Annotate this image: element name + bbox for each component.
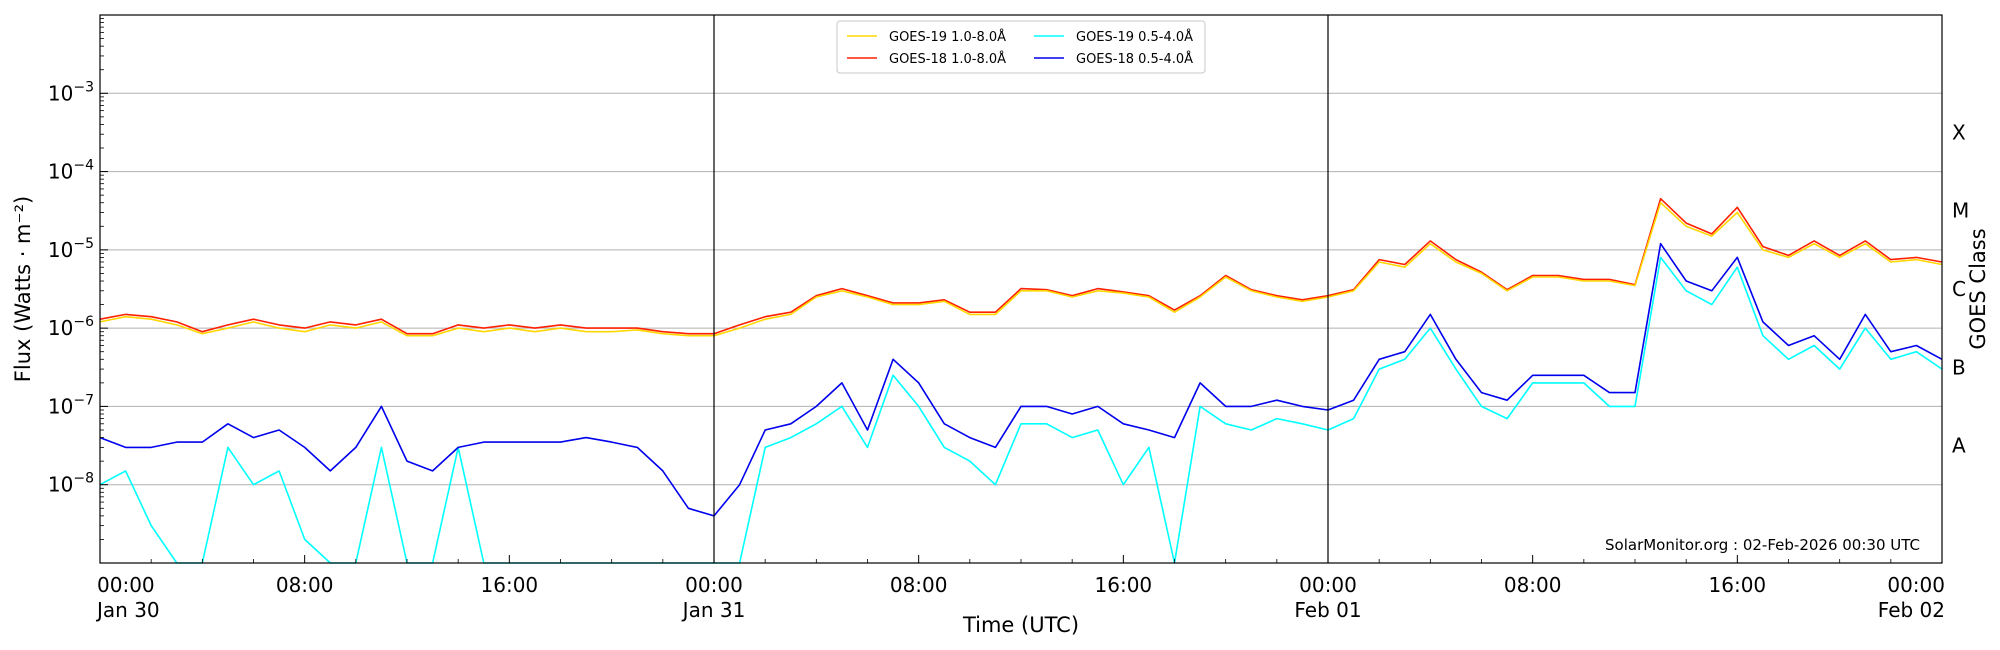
- y-tick-label: 10−3: [48, 79, 94, 105]
- series-line: [99, 242, 1943, 517]
- series-line: [99, 197, 1943, 335]
- x-tick-label: 08:00: [890, 573, 948, 597]
- y-tick-label: 10−8: [48, 471, 94, 497]
- goes-class-labels: X M C B A: [1952, 120, 1969, 457]
- goes-class-label: M: [1952, 199, 1969, 223]
- x-tick-label: 00:00: [1887, 573, 1945, 597]
- series-line: [99, 256, 1943, 564]
- series-layer: [99, 197, 1943, 564]
- legend-label: GOES-19 1.0-8.0Å: [889, 29, 1006, 45]
- y-axis-ticks: 10−3 10−4 10−5 10−6 10−7 10−8: [48, 18, 108, 540]
- x-tick-label: 00:00: [1299, 573, 1357, 597]
- y-tick-label: 10−6: [48, 314, 94, 340]
- goes-class-label: A: [1952, 434, 1966, 458]
- x-tick-date-label: Jan 31: [681, 598, 746, 622]
- credit-text: SolarMonitor.org : 02-Feb-2026 00:30 UTC: [1605, 536, 1920, 554]
- legend-label: GOES-19 0.5-4.0Å: [1076, 29, 1193, 45]
- y-axis-label: Flux (Watts · m⁻²): [11, 196, 35, 382]
- x-tick-label: 16:00: [481, 573, 539, 597]
- legend-label: GOES-18 1.0-8.0Å: [889, 51, 1006, 67]
- legend-box: [836, 20, 1206, 74]
- y-tick-label: 10−7: [48, 392, 94, 418]
- goes-class-label: B: [1952, 355, 1966, 379]
- day-boundary-lines: [713, 15, 1329, 563]
- goes-class-label: X: [1952, 120, 1966, 144]
- x-tick-label: 16:00: [1095, 573, 1153, 597]
- x-tick-label: 08:00: [276, 573, 334, 597]
- x-tick-label: 08:00: [1504, 573, 1562, 597]
- y-tick-label: 10−5: [48, 236, 94, 262]
- series-line: [99, 201, 1943, 337]
- goes-class-label: C: [1952, 277, 1966, 301]
- y-tick-label: 10−4: [48, 158, 94, 184]
- legend-label: GOES-18 0.5-4.0Å: [1076, 51, 1193, 67]
- x-axis-label: Time (UTC): [962, 613, 1079, 637]
- x-tick-date-label: Feb 01: [1294, 598, 1361, 622]
- legend: GOES-19 1.0-8.0Å GOES-19 0.5-4.0Å GOES-18 …: [836, 20, 1206, 74]
- x-tick-label: 00:00: [97, 573, 155, 597]
- goes-class-axis-label: GOES Class: [1966, 228, 1990, 349]
- x-tick-date-label: Jan 30: [95, 598, 160, 622]
- x-tick-date-label: Feb 02: [1878, 598, 1945, 622]
- x-tick-label: 00:00: [685, 573, 743, 597]
- x-tick-label: 16:00: [1709, 573, 1767, 597]
